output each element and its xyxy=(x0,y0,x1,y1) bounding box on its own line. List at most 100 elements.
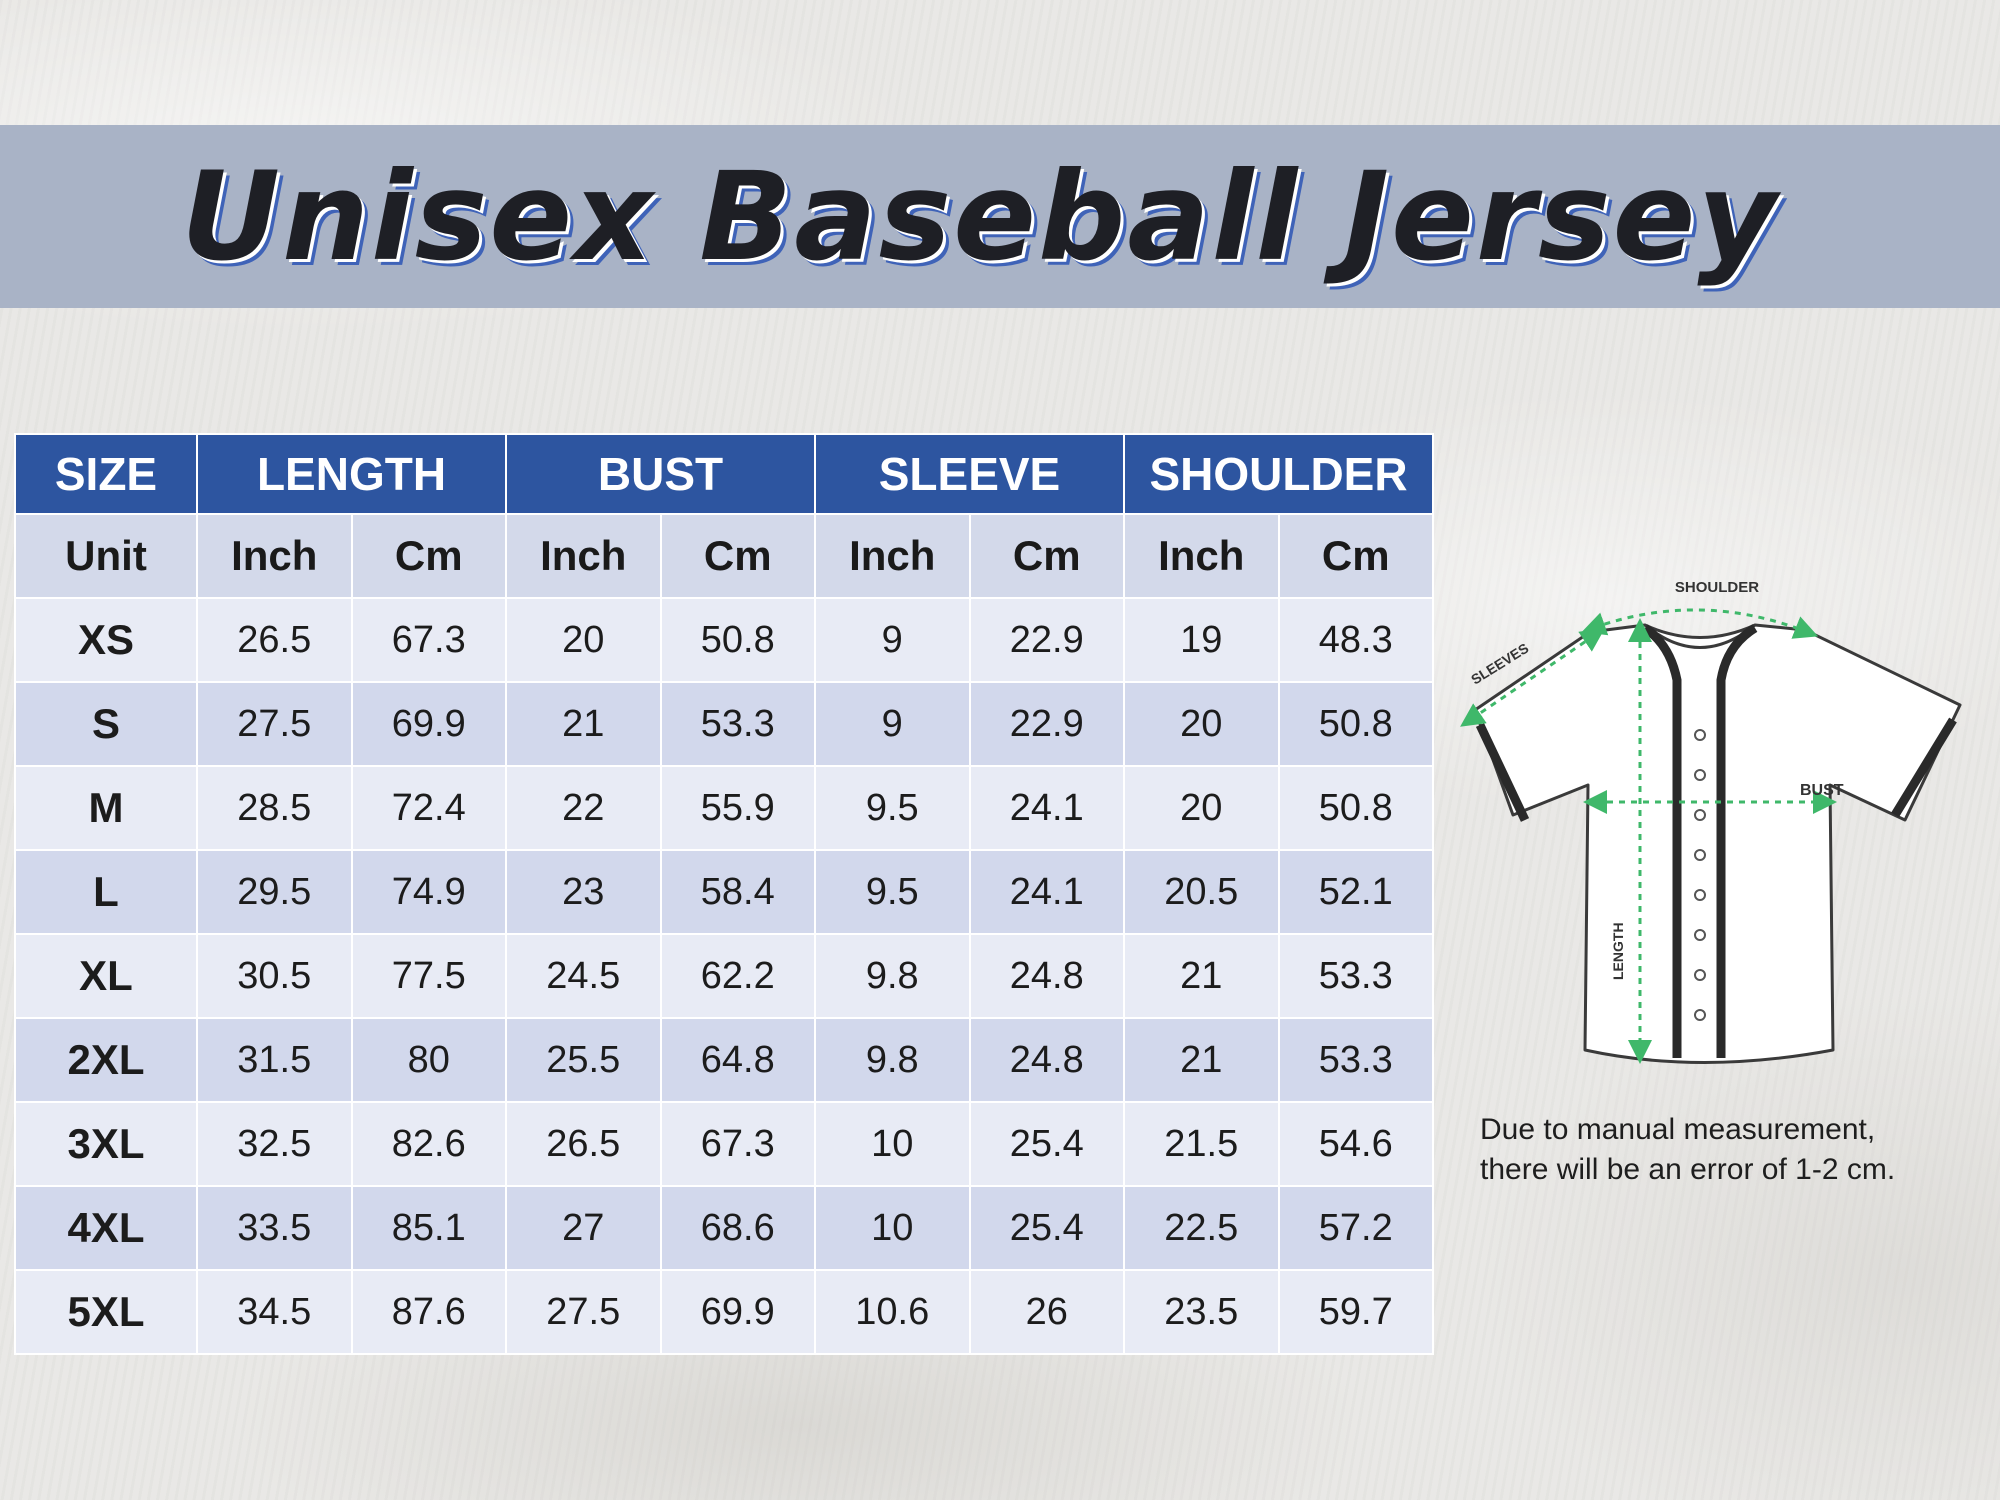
shoulder-label: SHOULDER xyxy=(1675,579,1759,596)
size-cell: S xyxy=(14,681,198,767)
value-cell: 64.8 xyxy=(659,1017,816,1103)
value-cell: 20.5 xyxy=(1123,849,1280,935)
value-cell: 21 xyxy=(1123,1017,1280,1103)
size-cell: 2XL xyxy=(14,1017,198,1103)
value-cell: 9.8 xyxy=(814,1017,971,1103)
value-cell: 25.4 xyxy=(968,1101,1125,1187)
value-cell: 26 xyxy=(968,1269,1125,1355)
size-cell: 4XL xyxy=(14,1185,198,1271)
value-cell: 22.9 xyxy=(968,597,1125,683)
table-row: L 29.5 74.9 23 58.4 9.5 24.1 20.5 52.1 xyxy=(14,849,1434,935)
value-cell: 24.5 xyxy=(505,933,662,1019)
size-cell: L xyxy=(14,849,198,935)
value-cell: 26.5 xyxy=(505,1101,662,1187)
value-cell: 59.7 xyxy=(1277,1269,1434,1355)
unit-cell: Inch xyxy=(196,513,353,599)
bust-label: BUST xyxy=(1800,782,1844,799)
value-cell: 26.5 xyxy=(196,597,353,683)
size-cell: XS xyxy=(14,597,198,683)
table-row: 4XL 33.5 85.1 27 68.6 10 25.4 22.5 57.2 xyxy=(14,1185,1434,1271)
value-cell: 9.8 xyxy=(814,933,971,1019)
unit-cell: Cm xyxy=(350,513,507,599)
value-cell: 24.8 xyxy=(968,933,1125,1019)
table-row: M 28.5 72.4 22 55.9 9.5 24.1 20 50.8 xyxy=(14,765,1434,851)
header-length: LENGTH xyxy=(196,433,507,515)
value-cell: 50.8 xyxy=(659,597,816,683)
title-banner: Unisex Baseball Jersey xyxy=(0,125,2000,308)
value-cell: 25.4 xyxy=(968,1185,1125,1271)
value-cell: 29.5 xyxy=(196,849,353,935)
size-rows: XS 26.5 67.3 20 50.8 9 22.9 19 48.3 S 27.5 69.9 21 53… xyxy=(14,597,1434,1355)
value-cell: 20 xyxy=(1123,765,1280,851)
value-cell: 72.4 xyxy=(350,765,507,851)
value-cell: 10.6 xyxy=(814,1269,971,1355)
value-cell: 24.8 xyxy=(968,1017,1125,1103)
value-cell: 22.5 xyxy=(1123,1185,1280,1271)
value-cell: 10 xyxy=(814,1101,971,1187)
table-row: 2XL 31.5 80 25.5 64.8 9.8 24.8 21 53.3 xyxy=(14,1017,1434,1103)
unit-cell: Inch xyxy=(1123,513,1280,599)
header-bust: BUST xyxy=(505,433,816,515)
value-cell: 67.3 xyxy=(659,1101,816,1187)
value-cell: 77.5 xyxy=(350,933,507,1019)
table-row: XS 26.5 67.3 20 50.8 9 22.9 19 48.3 xyxy=(14,597,1434,683)
value-cell: 53.3 xyxy=(1277,933,1434,1019)
value-cell: 67.3 xyxy=(350,597,507,683)
value-cell: 20 xyxy=(1123,681,1280,767)
table-row: 3XL 32.5 82.6 26.5 67.3 10 25.4 21.5 54.6 xyxy=(14,1101,1434,1187)
value-cell: 30.5 xyxy=(196,933,353,1019)
value-cell: 87.6 xyxy=(350,1269,507,1355)
value-cell: 57.2 xyxy=(1277,1185,1434,1271)
value-cell: 50.8 xyxy=(1277,681,1434,767)
value-cell: 68.6 xyxy=(659,1185,816,1271)
value-cell: 50.8 xyxy=(1277,765,1434,851)
value-cell: 9 xyxy=(814,681,971,767)
value-cell: 27.5 xyxy=(196,681,353,767)
value-cell: 9.5 xyxy=(814,849,971,935)
header-shoulder: SHOULDER xyxy=(1123,433,1434,515)
value-cell: 80 xyxy=(350,1017,507,1103)
button-dots xyxy=(1694,729,1706,1021)
value-cell: 31.5 xyxy=(196,1017,353,1103)
measurement-note: Due to manual measurement, there will be… xyxy=(1480,1110,1980,1190)
value-cell: 21.5 xyxy=(1123,1101,1280,1187)
value-cell: 62.2 xyxy=(659,933,816,1019)
header-sleeve: SLEEVE xyxy=(814,433,1125,515)
table-header-row: SIZE LENGTH BUST SLEEVE SHOULDER xyxy=(14,433,1434,515)
value-cell: 52.1 xyxy=(1277,849,1434,935)
value-cell: 19 xyxy=(1123,597,1280,683)
size-chart-table: SIZE LENGTH BUST SLEEVE SHOULDER Unit In… xyxy=(14,433,1434,1355)
table-row: XL 30.5 77.5 24.5 62.2 9.8 24.8 21 53.3 xyxy=(14,933,1434,1019)
value-cell: 25.5 xyxy=(505,1017,662,1103)
value-cell: 48.3 xyxy=(1277,597,1434,683)
value-cell: 27.5 xyxy=(505,1269,662,1355)
note-line-2: there will be an error of 1-2 cm. xyxy=(1480,1153,1896,1186)
value-cell: 74.9 xyxy=(350,849,507,935)
value-cell: 20 xyxy=(505,597,662,683)
note-line-1: Due to manual measurement, xyxy=(1480,1113,1876,1146)
table-row: S 27.5 69.9 21 53.3 9 22.9 20 50.8 xyxy=(14,681,1434,767)
value-cell: 55.9 xyxy=(659,765,816,851)
value-cell: 23.5 xyxy=(1123,1269,1280,1355)
unit-row: Unit Inch Cm Inch Cm Inch Cm Inch Cm xyxy=(14,513,1434,599)
unit-cell: Inch xyxy=(814,513,971,599)
unit-cell: Cm xyxy=(1277,513,1434,599)
size-cell: 3XL xyxy=(14,1101,198,1187)
value-cell: 32.5 xyxy=(196,1101,353,1187)
size-cell: 5XL xyxy=(14,1269,198,1355)
value-cell: 22 xyxy=(505,765,662,851)
header-size: SIZE xyxy=(14,433,198,515)
unit-label: Unit xyxy=(14,513,198,599)
value-cell: 23 xyxy=(505,849,662,935)
value-cell: 34.5 xyxy=(196,1269,353,1355)
value-cell: 21 xyxy=(505,681,662,767)
value-cell: 54.6 xyxy=(1277,1101,1434,1187)
unit-cell: Cm xyxy=(968,513,1125,599)
value-cell: 53.3 xyxy=(659,681,816,767)
value-cell: 27 xyxy=(505,1185,662,1271)
value-cell: 22.9 xyxy=(968,681,1125,767)
value-cell: 69.9 xyxy=(350,681,507,767)
value-cell: 53.3 xyxy=(1277,1017,1434,1103)
table-row: 5XL 34.5 87.6 27.5 69.9 10.6 26 23.5 59.7 xyxy=(14,1269,1434,1355)
jersey-diagram: SHOULDER SLEEVES BUST LENGTH xyxy=(1460,579,1962,1064)
